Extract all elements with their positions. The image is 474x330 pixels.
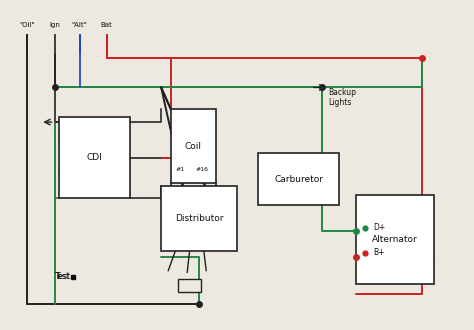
Text: CDI: CDI xyxy=(87,153,103,162)
Text: "Alt": "Alt" xyxy=(72,22,88,28)
Bar xyxy=(161,186,237,251)
Text: Backup
Lights: Backup Lights xyxy=(328,88,356,107)
Text: Bat: Bat xyxy=(101,22,112,28)
Text: #1: #1 xyxy=(175,167,184,172)
Text: Test: Test xyxy=(55,272,70,281)
Bar xyxy=(356,195,434,284)
Bar xyxy=(178,279,201,292)
Text: B+: B+ xyxy=(374,248,385,257)
Text: Ign: Ign xyxy=(49,22,60,28)
Text: Coil: Coil xyxy=(185,142,201,150)
Text: Alternator: Alternator xyxy=(372,235,418,244)
Text: #16: #16 xyxy=(195,167,209,172)
Text: Distributor: Distributor xyxy=(175,214,223,223)
Text: Carburetor: Carburetor xyxy=(274,175,323,183)
Text: Test: Test xyxy=(56,272,71,281)
Text: D+: D+ xyxy=(374,223,386,232)
Bar xyxy=(59,117,130,198)
Bar xyxy=(258,153,339,205)
Text: "Oil": "Oil" xyxy=(20,22,35,28)
Bar xyxy=(171,109,216,183)
